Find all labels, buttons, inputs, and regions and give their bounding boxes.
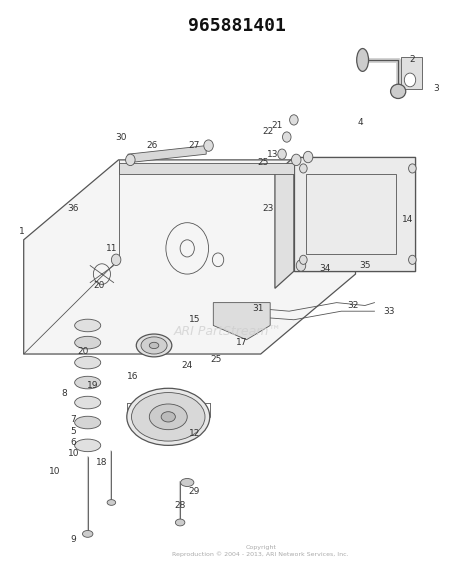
Ellipse shape bbox=[181, 478, 194, 486]
Circle shape bbox=[290, 115, 298, 125]
Ellipse shape bbox=[75, 319, 100, 332]
Ellipse shape bbox=[141, 337, 167, 354]
Text: 6: 6 bbox=[71, 438, 76, 447]
Text: 14: 14 bbox=[402, 215, 413, 224]
Text: 13: 13 bbox=[267, 150, 278, 159]
Text: 32: 32 bbox=[347, 301, 359, 310]
Polygon shape bbox=[24, 160, 355, 354]
Ellipse shape bbox=[149, 342, 159, 348]
Ellipse shape bbox=[107, 500, 116, 505]
Text: 10: 10 bbox=[68, 449, 79, 459]
Text: 25: 25 bbox=[210, 355, 221, 364]
Polygon shape bbox=[275, 157, 294, 288]
Circle shape bbox=[409, 255, 416, 264]
Text: 34: 34 bbox=[319, 264, 330, 273]
Text: ARI PartStream™: ARI PartStream™ bbox=[173, 325, 282, 337]
Ellipse shape bbox=[82, 530, 93, 537]
Text: 965881401: 965881401 bbox=[188, 17, 286, 35]
Ellipse shape bbox=[131, 393, 205, 441]
Text: 36: 36 bbox=[68, 204, 79, 213]
Ellipse shape bbox=[149, 404, 187, 429]
Text: 12: 12 bbox=[189, 429, 200, 439]
Polygon shape bbox=[213, 303, 270, 340]
Text: 24: 24 bbox=[182, 361, 193, 370]
Text: 20: 20 bbox=[77, 347, 89, 356]
Text: 23: 23 bbox=[262, 204, 273, 213]
Circle shape bbox=[111, 254, 121, 266]
Circle shape bbox=[296, 260, 306, 271]
Ellipse shape bbox=[161, 412, 175, 422]
Text: 3: 3 bbox=[433, 84, 439, 93]
Circle shape bbox=[300, 255, 307, 264]
Polygon shape bbox=[118, 163, 294, 174]
Text: 26: 26 bbox=[146, 141, 157, 150]
Bar bbox=[306, 174, 396, 254]
Text: 21: 21 bbox=[272, 121, 283, 130]
Circle shape bbox=[409, 164, 416, 173]
Text: 5: 5 bbox=[71, 427, 76, 436]
Text: 15: 15 bbox=[189, 315, 200, 324]
Text: 31: 31 bbox=[253, 304, 264, 313]
Circle shape bbox=[404, 73, 416, 87]
Ellipse shape bbox=[75, 396, 100, 409]
Ellipse shape bbox=[75, 376, 100, 389]
Ellipse shape bbox=[391, 85, 406, 98]
Text: 9: 9 bbox=[71, 535, 76, 544]
Ellipse shape bbox=[75, 416, 100, 429]
Ellipse shape bbox=[136, 334, 172, 357]
Ellipse shape bbox=[75, 356, 100, 369]
Text: Copyright
Reproduction © 2004 - 2013, ARI Network Services, Inc.: Copyright Reproduction © 2004 - 2013, AR… bbox=[173, 545, 349, 557]
Text: 16: 16 bbox=[127, 372, 138, 381]
Text: 11: 11 bbox=[106, 244, 117, 253]
Circle shape bbox=[204, 140, 213, 151]
Text: 25: 25 bbox=[257, 158, 269, 167]
Ellipse shape bbox=[127, 388, 210, 445]
Text: 35: 35 bbox=[359, 261, 371, 270]
Circle shape bbox=[300, 164, 307, 173]
Ellipse shape bbox=[75, 336, 100, 349]
Ellipse shape bbox=[356, 49, 369, 71]
Text: 10: 10 bbox=[49, 467, 60, 476]
Text: 19: 19 bbox=[87, 381, 98, 390]
Circle shape bbox=[303, 151, 313, 163]
Text: 33: 33 bbox=[383, 307, 394, 316]
Text: 18: 18 bbox=[96, 458, 108, 467]
Text: 28: 28 bbox=[174, 501, 186, 510]
Text: 8: 8 bbox=[61, 389, 67, 399]
Circle shape bbox=[126, 154, 135, 166]
Text: 17: 17 bbox=[236, 338, 247, 347]
Ellipse shape bbox=[75, 439, 100, 452]
Bar bbox=[401, 57, 422, 89]
Circle shape bbox=[283, 132, 291, 142]
Text: 27: 27 bbox=[189, 141, 200, 150]
Text: 20: 20 bbox=[94, 281, 105, 290]
Circle shape bbox=[278, 149, 286, 159]
Text: 7: 7 bbox=[71, 415, 76, 424]
Polygon shape bbox=[294, 157, 415, 271]
Text: 1: 1 bbox=[18, 227, 24, 236]
Text: 22: 22 bbox=[262, 127, 273, 136]
Polygon shape bbox=[128, 146, 206, 163]
Circle shape bbox=[292, 154, 301, 166]
Ellipse shape bbox=[175, 519, 185, 526]
Text: 30: 30 bbox=[115, 132, 127, 142]
Text: 29: 29 bbox=[189, 486, 200, 496]
Text: 2: 2 bbox=[410, 55, 415, 65]
Text: 4: 4 bbox=[357, 118, 363, 127]
